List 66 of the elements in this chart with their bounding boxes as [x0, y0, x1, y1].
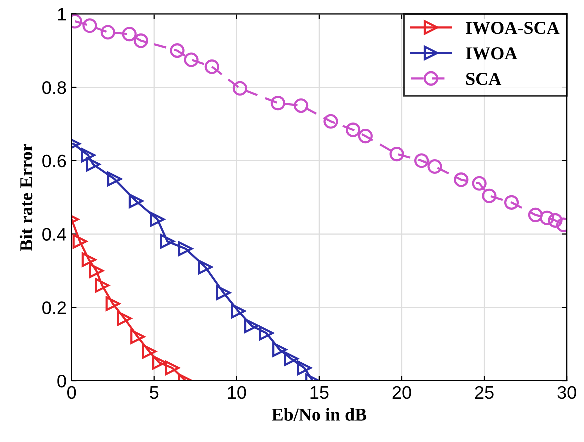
point [504, 195, 520, 210]
point [272, 342, 288, 358]
point [482, 188, 497, 204]
point [284, 352, 299, 366]
point [548, 213, 563, 228]
point [231, 304, 246, 319]
x-axis-title: Eb/No in dB [272, 408, 367, 421]
point [259, 326, 274, 341]
point [472, 176, 487, 191]
point [178, 242, 194, 256]
point [107, 172, 122, 187]
x-tick-label: 15 [310, 386, 329, 400]
point [150, 212, 165, 227]
point [454, 172, 469, 188]
point [165, 360, 180, 376]
point [198, 260, 213, 275]
point [216, 286, 231, 300]
point [390, 146, 404, 162]
point [100, 25, 116, 40]
y-tick-label: 0 [58, 374, 66, 388]
point [204, 60, 220, 74]
point [294, 98, 309, 114]
point [95, 278, 110, 293]
point [270, 96, 286, 111]
point [244, 318, 260, 334]
point [122, 27, 137, 42]
point [184, 52, 199, 68]
point [72, 234, 88, 249]
point [82, 18, 98, 34]
point [528, 208, 543, 222]
point [81, 148, 96, 163]
point [128, 194, 144, 209]
x-tick-label: 30 [558, 386, 576, 400]
point [358, 129, 373, 144]
y-tick-label: 0.8 [42, 81, 66, 94]
point [86, 157, 101, 172]
point [130, 330, 146, 344]
x-tick-label: 25 [475, 386, 494, 400]
point [297, 360, 312, 376]
y-tick-label: 0.2 [42, 302, 66, 314]
y-tick-label: 0.4 [42, 228, 66, 241]
point [414, 154, 430, 168]
legend-label: IWOA [466, 48, 518, 60]
legend-label: IWOA-SCA [466, 22, 560, 34]
y-tick-label: 1 [58, 8, 66, 21]
point [82, 252, 96, 268]
point [134, 34, 148, 48]
point [89, 264, 104, 278]
x-tick-label: 20 [392, 386, 412, 400]
point [540, 210, 555, 226]
point [170, 44, 185, 58]
x-tick-label: 0 [68, 386, 76, 400]
point [324, 114, 338, 129]
point [232, 81, 248, 96]
x-tick-label: 5 [150, 386, 159, 400]
point [152, 355, 167, 370]
y-axis-title: Bit rate Error [20, 144, 33, 252]
x-tick-label: 10 [228, 386, 246, 400]
point [106, 296, 120, 312]
point [160, 234, 175, 249]
point [117, 311, 132, 326]
legend-label: SCA [466, 73, 502, 86]
y-tick-label: 0.6 [42, 154, 66, 168]
point [346, 122, 361, 138]
point [428, 159, 442, 174]
point [142, 344, 157, 359]
